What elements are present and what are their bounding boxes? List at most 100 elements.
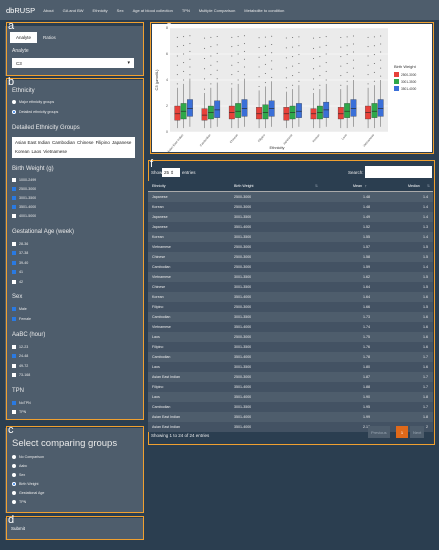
checkbox-bw-2500-3000[interactable]: 2500-3000 [12,187,36,191]
table-row: Laos 3501-4000 1.90 1.8 [148,392,433,402]
search-input[interactable] [365,166,432,178]
nav-multiple-comparison[interactable]: Multiple Comparison [198,7,236,13]
checkbox-bw-3001-3500[interactable]: 3001-3500 [12,196,36,200]
outlier-point [346,63,348,65]
col-ethnicity[interactable]: Ethnicity [152,184,166,188]
y-tick-label: 4 [166,78,168,82]
outlier-point [319,75,321,77]
cell-birth-weight: 2500-3000 [234,255,252,259]
checkbox-aabc-24-48[interactable]: 24-48 [12,354,28,358]
chart-y-ticks: 0 2 4 6 8 [166,26,168,134]
outlier-point [189,58,191,60]
nav-ga-bw[interactable]: GA and BW [62,7,84,13]
cell-median: 1.7 [423,375,428,379]
tab-analyte[interactable]: Analyte [10,32,38,43]
page-length-select[interactable]: 25 ⇕ [162,168,180,177]
table-row: Vietnamese 3501-4000 1.74 1.6 [148,322,433,332]
submit-button[interactable]: Submit [11,526,26,531]
chip-filipino[interactable]: Filipino [95,140,110,145]
radio-gestational-age[interactable]: Gestational Age [12,491,44,495]
outlier-point [298,71,300,73]
cell-birth-weight: 2500-3000 [234,305,252,309]
checkbox-aabc-49-72[interactable]: 49-72 [12,364,28,368]
nav-metabolite-condition[interactable]: Metabolite to condition [244,7,285,13]
radio-detailed-ethnicity[interactable]: Detailed ethnicity groups [12,110,58,114]
outlier-point [285,77,287,79]
nav-sex[interactable]: Sex [116,7,124,13]
nav-age-blood[interactable]: Age at blood collection [132,7,173,13]
outlier-point [183,79,185,81]
checkbox-notpn[interactable]: NoTPN [12,401,31,405]
outlier-point [346,71,348,73]
detailed-groups-input[interactable]: Asian East Indian Cambodian Chinese Fili… [12,137,135,158]
radio-no-comparison[interactable]: No Comparison [12,455,44,459]
radio-aabc[interactable]: Aabc [12,464,27,468]
outlier-point [231,36,233,38]
checkbox-bw-3501-4000[interactable]: 3501-4000 [12,205,36,209]
checkbox-icon [12,410,16,414]
cell-median: 1.4 [423,265,428,269]
table-row: Filipino 3001-3500 1.76 1.6 [148,342,433,352]
checkbox-icon [12,364,16,368]
sort-asc-icon: ↑ [365,184,367,188]
nav-about[interactable]: About [43,7,54,13]
checkbox-female[interactable]: Female [12,317,31,321]
gestational-age-label: Gestational Age (week) [12,229,75,235]
pagination-next[interactable]: Next [410,426,425,438]
checkbox-icon [12,205,16,209]
checkbox-aabc-73-168[interactable]: 73-168 [12,373,30,377]
cell-median: 1.4 [423,195,428,199]
checkbox-ga-37-38[interactable]: 37-38 [12,251,28,255]
cell-ethnicity: Chinese [152,255,166,259]
tab-ratios[interactable]: Ratios [43,35,56,40]
radio-major-ethnicity[interactable]: Major ethnicity groups [12,100,54,104]
cell-ethnicity: Cambodian [152,315,171,319]
nav-ethnicity[interactable]: Ethnicity [92,7,108,13]
x-tick-label: Asian East Indian [166,133,184,152]
chip-vietnamese[interactable]: Vietnamese [43,149,67,154]
checkbox-ga-42[interactable]: 42 [12,280,23,284]
radio-birth-weight[interactable]: Birth Weight [12,482,39,486]
radio-sex[interactable]: Sex [12,473,25,477]
checkbox-male[interactable]: Male [12,307,27,311]
cell-birth-weight: 3501-4000 [234,385,252,389]
y-tick-label: 0 [166,130,168,134]
radio-dot-icon [12,491,16,495]
col-median[interactable]: Median [408,184,420,188]
outlier-point [340,37,342,39]
checkbox-tpn[interactable]: TPN [12,410,26,414]
checkbox-ga-41[interactable]: 41 [12,270,23,274]
checkbox-ga-28-36[interactable]: 28-36 [12,242,28,246]
outlier-point [210,64,212,66]
checkbox-aabc-12-23[interactable]: 12-23 [12,345,28,349]
checkbox-bw-1000-2499[interactable]: 1000-2499 [12,178,36,182]
checkbox-icon [12,354,16,358]
chip-cambodian[interactable]: Cambodian [52,140,76,145]
pagination-previous[interactable]: Previous [368,426,390,438]
chip-asian-east-indian[interactable]: Asian East Indian [15,140,51,145]
outlier-point [204,47,206,49]
chip-korean[interactable]: Korean [15,149,30,154]
checkbox-bw-4001-5000[interactable]: 4001-5000 [12,214,36,218]
cell-median: 1.5 [423,275,428,279]
outlier-point [325,70,327,72]
chip-japanese[interactable]: Japanese [111,140,132,145]
outlier-point [176,55,178,57]
brand-title[interactable]: dbRUSP [6,5,36,15]
checkbox-icon [12,187,16,191]
outlier-point [313,68,315,70]
col-mean[interactable]: Mean [353,184,362,188]
radio-tpn[interactable]: TPN [12,500,26,504]
outlier-point [313,58,315,60]
chip-chinese[interactable]: Chinese [77,140,94,145]
y-tick-label: 2 [166,104,168,108]
analyte-select[interactable]: C3 ▾ [12,58,134,68]
nav-tpn[interactable]: TPN [181,7,190,13]
pagination-current[interactable]: 1 [396,426,408,438]
checkbox-ga-39-40[interactable]: 39-40 [12,261,28,265]
outlier-point [380,75,382,77]
chip-laos[interactable]: Laos [31,149,42,154]
outlier-point [237,70,239,72]
col-birth-weight[interactable]: Birth Weight [234,184,254,188]
panel-c-frame [6,426,144,513]
